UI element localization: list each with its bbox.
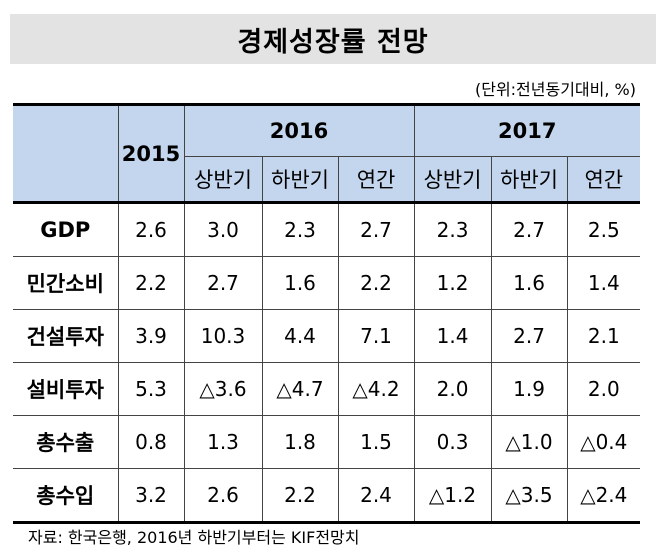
row-label: GDP (13, 201, 119, 257)
header-2017-h1: 상반기 (413, 156, 492, 203)
table-cell: 2.2 (261, 468, 339, 524)
header-2016-annual: 연간 (337, 156, 415, 203)
table-cell: 1.6 (490, 256, 568, 310)
table-cell: △4.7 (261, 362, 339, 416)
row-label: 총수입 (13, 468, 119, 524)
table-cell: 10.3 (183, 309, 263, 363)
table-row: 총수출 0.8 1.3 1.8 1.5 0.3 △1.0 △0.4 (13, 415, 641, 469)
header-2015: 2015 (117, 103, 185, 203)
table-cell: 2.7 (490, 309, 568, 363)
table-cell: 2.7 (183, 256, 263, 310)
row-label: 설비투자 (13, 362, 119, 416)
table-cell: 2.5 (566, 201, 641, 257)
table-cell: 2.1 (566, 309, 641, 363)
table-row: 설비투자 5.3 △3.6 △4.7 △4.2 2.0 1.9 2.0 (13, 362, 641, 416)
table-cell: 5.3 (117, 362, 185, 416)
header-corner (13, 103, 119, 203)
table-cell: △3.6 (183, 362, 263, 416)
table-cell: 2.3 (413, 201, 492, 257)
table-cell: 3.9 (117, 309, 185, 363)
table-cell: △1.2 (413, 468, 492, 524)
table-cell: 2.3 (261, 201, 339, 257)
table-cell: 0.3 (413, 415, 492, 469)
header-2016-h2: 하반기 (261, 156, 339, 203)
table-cell: 3.0 (183, 201, 263, 257)
table-cell: 1.3 (183, 415, 263, 469)
table-cell: 7.1 (337, 309, 415, 363)
table-cell: △3.5 (490, 468, 568, 524)
row-label: 총수출 (13, 415, 119, 469)
header-2016: 2016 (183, 103, 415, 157)
table-cell: 2.6 (183, 468, 263, 524)
unit-note: (단위:전년동기대비, %) (474, 80, 636, 99)
table-cell: 2.7 (490, 201, 568, 257)
row-label: 건설투자 (13, 309, 119, 363)
table-row: 건설투자 3.9 10.3 4.4 7.1 1.4 2.7 2.1 (13, 309, 641, 363)
header-2017-annual: 연간 (566, 156, 641, 203)
row-label: 민간소비 (13, 256, 119, 310)
table-cell: 1.2 (413, 256, 492, 310)
table-cell: 2.0 (566, 362, 641, 416)
table-cell: 1.8 (261, 415, 339, 469)
page-title: 경제성장률 전망 (10, 14, 656, 64)
table-cell: 2.0 (413, 362, 492, 416)
header-2017-h2: 하반기 (490, 156, 568, 203)
table-row: GDP 2.6 3.0 2.3 2.7 2.3 2.7 2.5 (13, 201, 641, 257)
table-cell: 0.8 (117, 415, 185, 469)
table-cell: 1.5 (337, 415, 415, 469)
table-cell: 2.2 (337, 256, 415, 310)
table-cell: 4.4 (261, 309, 339, 363)
header-2016-h1: 상반기 (184, 156, 263, 203)
table-cell: △1.0 (490, 415, 568, 469)
table-cell: 1.9 (490, 362, 568, 416)
header-2017: 2017 (413, 103, 641, 157)
table-row: 총수입 3.2 2.6 2.2 2.4 △1.2 △3.5 △2.4 (13, 468, 641, 524)
table-cell: 3.2 (117, 468, 185, 524)
table-cell: △0.4 (566, 415, 641, 469)
table-cell: 2.6 (117, 201, 185, 257)
forecast-table: 2015 2016 2017 상반기 하반기 연간 상반기 하반기 연간 GDP… (13, 103, 641, 524)
table-cell: 2.2 (117, 256, 185, 310)
table-cell: 1.4 (413, 309, 492, 363)
table-cell: △2.4 (566, 468, 641, 524)
source-note: 자료: 한국은행, 2016년 하반기부터는 KIF전망치 (28, 528, 360, 547)
table-cell: 1.6 (261, 256, 339, 310)
table-row: 민간소비 2.2 2.7 1.6 2.2 1.2 1.6 1.4 (13, 256, 641, 310)
table-cell: 1.4 (566, 256, 641, 310)
table-cell: 2.4 (337, 468, 415, 524)
table-cell: △4.2 (337, 362, 415, 416)
table-cell: 2.7 (337, 201, 415, 257)
